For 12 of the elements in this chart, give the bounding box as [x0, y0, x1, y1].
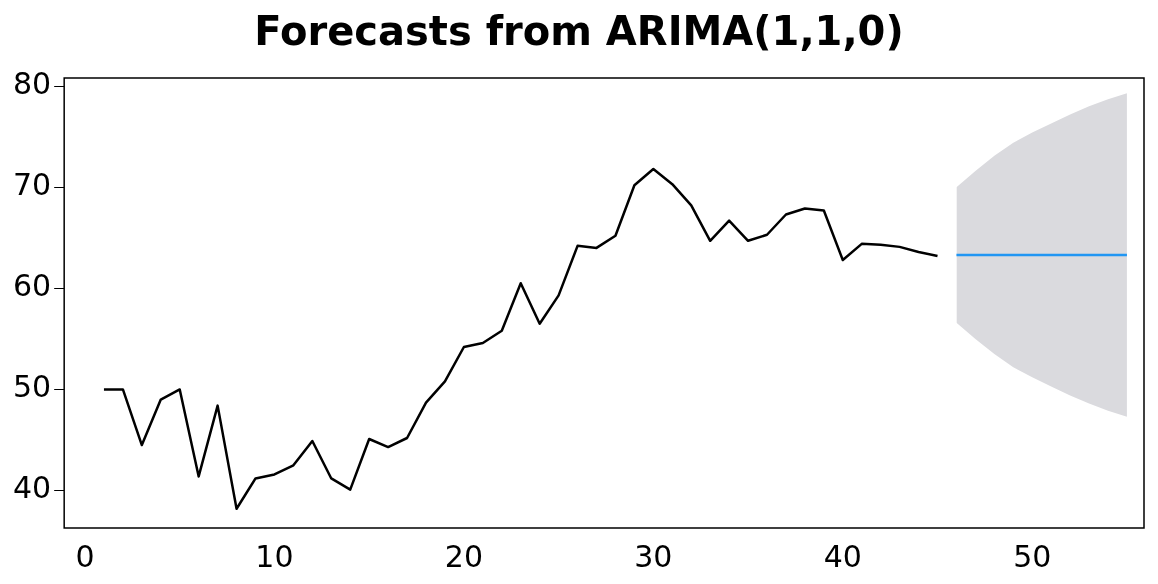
y-tick-label: 70	[12, 167, 52, 203]
x-tick-label: 40	[823, 538, 862, 574]
x-tick-label: 20	[444, 538, 483, 574]
x-tick-label: 0	[75, 538, 95, 574]
x-tick-label: 50	[1013, 538, 1052, 574]
y-tick-label: 60	[12, 268, 52, 304]
y-tick-label: 40	[12, 470, 52, 506]
x-tick-label: 10	[255, 538, 294, 574]
y-tick-label: 50	[12, 369, 52, 405]
y-tick-label: 80	[12, 65, 52, 101]
x-tick-label: 30	[634, 538, 673, 574]
chart-title: Forecasts from ARIMA(1,1,0)	[253, 8, 905, 54]
